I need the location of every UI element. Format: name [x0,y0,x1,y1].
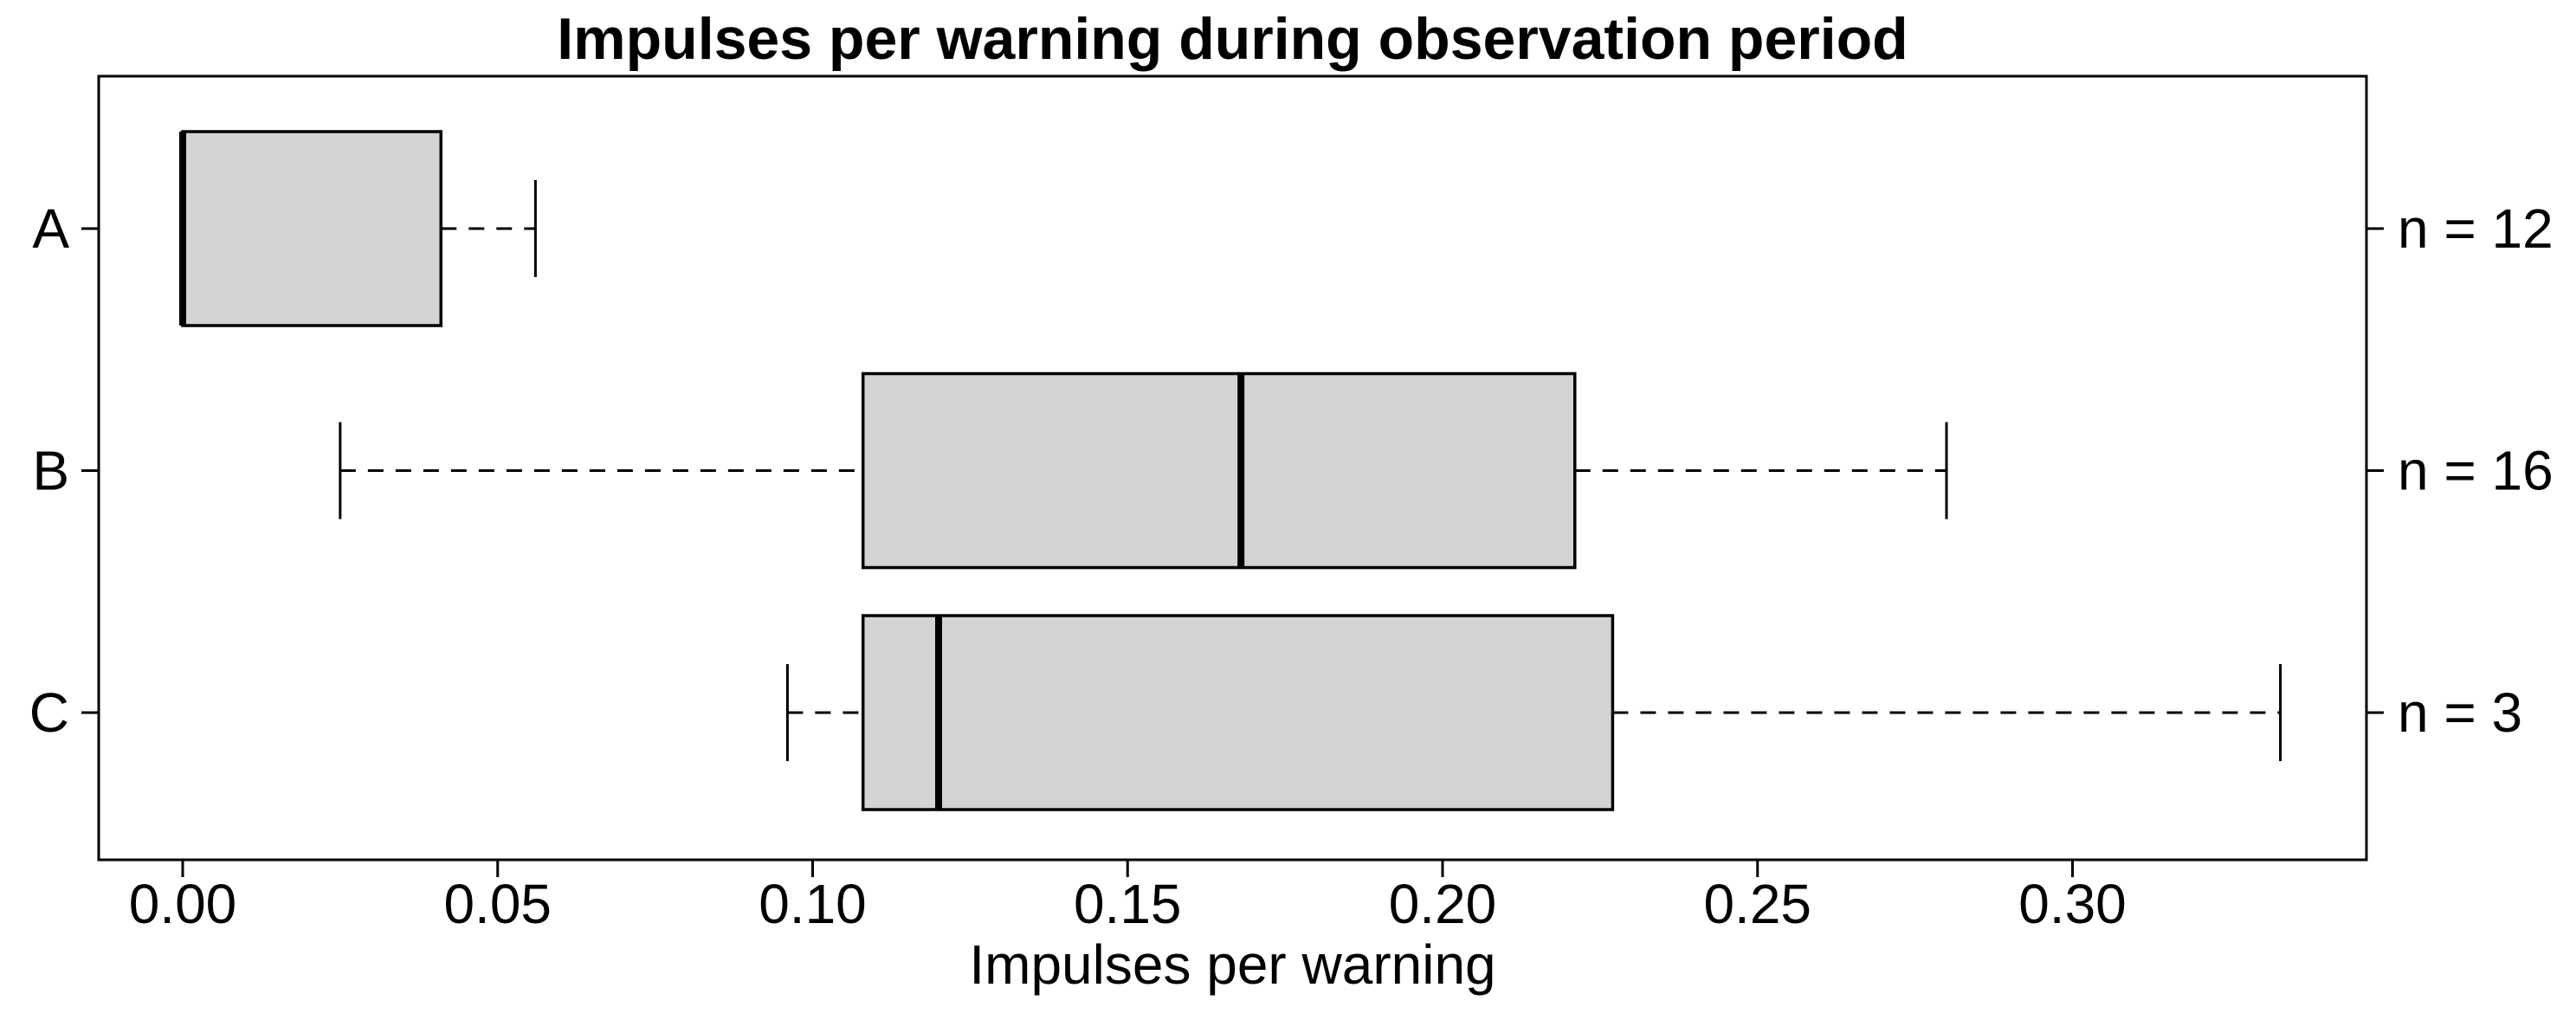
x-tick-label: 0.05 [443,873,552,935]
x-axis-label: Impulses per warning [969,933,1496,996]
category-label-C: C [29,681,69,744]
category-label-B: B [32,440,69,502]
sample-size-label-C: n = 3 [2398,681,2522,744]
x-tick-label: 0.25 [1703,873,1811,935]
x-tick-label: 0.20 [1389,873,1497,935]
x-tick-label: 0.30 [2018,873,2127,935]
box-A [181,130,443,327]
x-tick-label: 0.15 [1074,873,1182,935]
sample-size-label-B: n = 16 [2398,440,2553,502]
box-B [861,371,1577,570]
category-label-A: A [32,197,69,260]
box-C [861,614,1615,811]
x-tick-label: 0.10 [759,873,867,935]
chart-title: Impulses per warning during observation … [557,6,1908,72]
sample-size-label-A: n = 12 [2398,197,2553,260]
x-tick-label: 0.00 [129,873,237,935]
plot-border [97,74,2368,862]
